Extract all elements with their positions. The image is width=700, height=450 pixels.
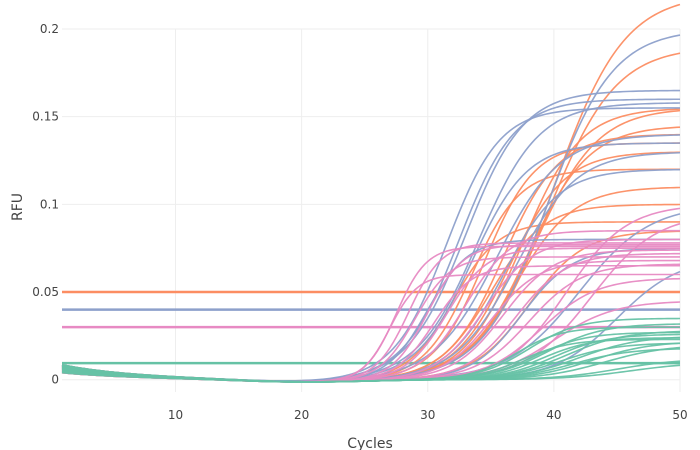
x-tick-label: 50 (672, 408, 687, 422)
x-tick-label: 20 (294, 408, 309, 422)
x-tick-label: 30 (420, 408, 435, 422)
x-axis-title: Cycles (347, 436, 393, 450)
y-tick-label: 0.2 (40, 22, 59, 36)
x-tick-label: 10 (168, 408, 183, 422)
y-tick-label: 0.05 (32, 285, 59, 299)
y-tick-label: 0 (51, 373, 59, 387)
green-amplification-curve (61, 364, 681, 383)
x-tick-label: 40 (546, 408, 561, 422)
axis-layer: 10 20 30 40 50 0 0.05 0.1 0.15 0.2 (32, 22, 687, 422)
y-tick-label: 0.15 (32, 110, 59, 124)
curve-layer (61, 3, 681, 383)
y-axis-title: RFU (10, 193, 26, 221)
y-tick-label: 0.1 (40, 197, 59, 211)
